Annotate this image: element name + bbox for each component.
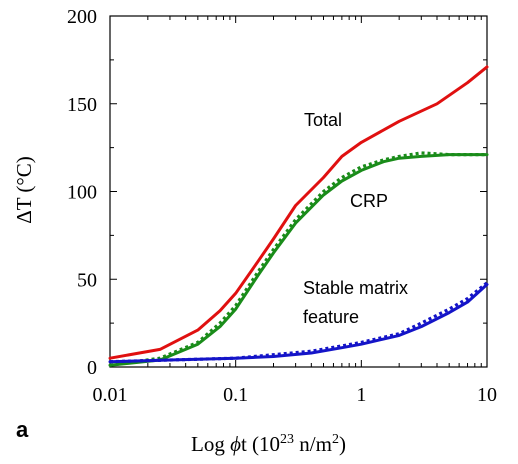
- series-crp-data: [109, 151, 487, 367]
- y-axis-title: ΔT (°C): [12, 156, 36, 224]
- x-tick-label: 0.01: [93, 384, 128, 406]
- annotation-crp: CRP: [350, 191, 388, 211]
- series-smf-fit: [108, 283, 489, 364]
- series-crp-fit: [108, 153, 489, 367]
- y-tick-label: 50: [77, 269, 97, 291]
- x-tick-label: 10: [477, 384, 497, 406]
- chart-axes: [109, 15, 488, 368]
- chart-series: [108, 65, 489, 367]
- chart-tick-labels: 0 50 100 150 200 0.01 0.1 1 10: [67, 6, 497, 406]
- series-smf-data: [109, 281, 489, 364]
- annotation-stable-matrix: Stable matrix: [303, 278, 408, 298]
- panel-label: a: [16, 417, 29, 442]
- y-tick-label: 150: [67, 94, 97, 116]
- annotation-feature: feature: [303, 307, 359, 327]
- plot-frame: [109, 15, 488, 368]
- y-tick-label: 100: [67, 182, 97, 204]
- x-tick-label: 0.1: [223, 384, 248, 406]
- annotation-total: Total: [304, 110, 342, 130]
- x-axis-title: Log ϕt (1023 n/m2): [191, 432, 346, 456]
- x-tick-label: 1: [356, 384, 366, 406]
- y-tick-label: 0: [87, 357, 97, 379]
- y-tick-label: 200: [67, 6, 97, 28]
- series-total: [108, 65, 489, 360]
